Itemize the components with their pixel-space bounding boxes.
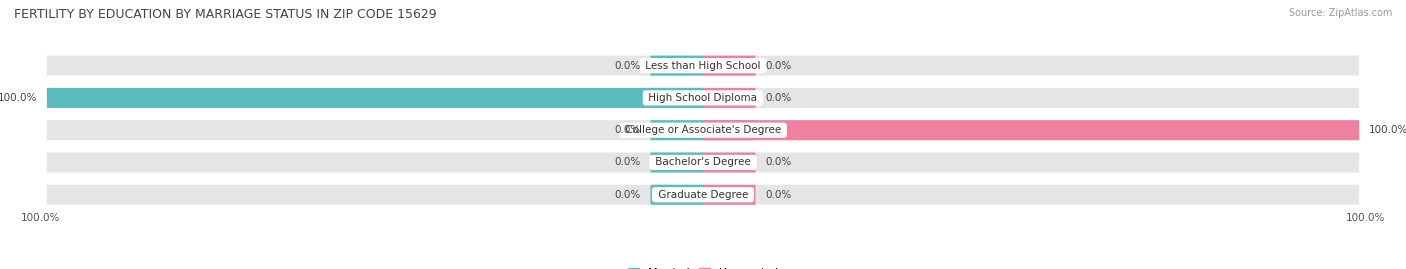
FancyBboxPatch shape [46,88,703,108]
FancyBboxPatch shape [46,153,1360,172]
FancyBboxPatch shape [651,153,703,172]
FancyBboxPatch shape [46,56,1360,76]
Text: 100.0%: 100.0% [1346,213,1385,223]
FancyBboxPatch shape [651,185,703,205]
FancyBboxPatch shape [703,120,755,140]
Text: 100.0%: 100.0% [0,93,37,103]
Text: Graduate Degree: Graduate Degree [655,190,751,200]
FancyBboxPatch shape [703,153,755,172]
FancyBboxPatch shape [46,185,1360,205]
Legend: Married, Unmarried: Married, Unmarried [623,263,783,269]
FancyBboxPatch shape [46,88,1360,108]
Text: 0.0%: 0.0% [614,125,641,135]
Text: 0.0%: 0.0% [765,157,792,168]
Text: FERTILITY BY EDUCATION BY MARRIAGE STATUS IN ZIP CODE 15629: FERTILITY BY EDUCATION BY MARRIAGE STATU… [14,8,437,21]
FancyBboxPatch shape [703,88,755,108]
Text: Source: ZipAtlas.com: Source: ZipAtlas.com [1288,8,1392,18]
Text: High School Diploma: High School Diploma [645,93,761,103]
Text: College or Associate's Degree: College or Associate's Degree [621,125,785,135]
FancyBboxPatch shape [703,185,755,205]
FancyBboxPatch shape [46,120,1360,140]
FancyBboxPatch shape [703,120,1360,140]
Text: Less than High School: Less than High School [643,61,763,71]
Text: 0.0%: 0.0% [765,93,792,103]
Text: Bachelor's Degree: Bachelor's Degree [652,157,754,168]
Text: 0.0%: 0.0% [614,61,641,71]
FancyBboxPatch shape [651,88,703,108]
FancyBboxPatch shape [651,56,703,76]
FancyBboxPatch shape [703,56,755,76]
Text: 0.0%: 0.0% [765,190,792,200]
FancyBboxPatch shape [651,120,703,140]
Text: 100.0%: 100.0% [21,213,60,223]
Text: 0.0%: 0.0% [614,157,641,168]
Text: 0.0%: 0.0% [614,190,641,200]
Text: 0.0%: 0.0% [765,61,792,71]
Text: 100.0%: 100.0% [1369,125,1406,135]
